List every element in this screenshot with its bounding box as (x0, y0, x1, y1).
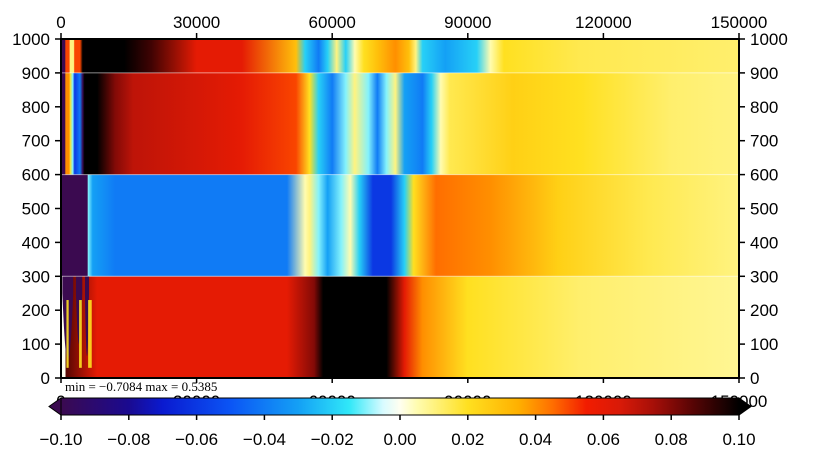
heatmap-layer-1 (61, 174, 739, 277)
colorbar-tick-label: −0.10 (39, 430, 82, 449)
heatmap-plot-area (61, 39, 739, 378)
y-tick-label-right: 700 (750, 132, 778, 151)
y-tick-label-right: 0 (750, 369, 759, 388)
x-tick-label: 90000 (444, 13, 491, 32)
x-tick-label: 120000 (575, 13, 632, 32)
y-tick-label-right: 800 (750, 98, 778, 117)
y-tick-label-left: 700 (22, 132, 50, 151)
colorbar-tick-label: 0.00 (383, 430, 416, 449)
bottom-layer-edge-fill (61, 276, 66, 378)
y-tick-label-right: 900 (750, 64, 778, 83)
x-tick-label: 30000 (173, 13, 220, 32)
colorbar-tick-label: −0.04 (243, 430, 286, 449)
bottom-layer-strip-1 (79, 300, 82, 368)
y-axis-left: 0 100 200 300 400 500 600 700 800 900 1000 (12, 30, 61, 388)
heatmap-layer-2 (61, 72, 739, 175)
heatmap-layer-3 (61, 39, 739, 73)
y-tick-label-left: 100 (22, 335, 50, 354)
colorbar-bar (60, 397, 740, 416)
bottom-layer-spike-2 (84, 276, 90, 356)
colorbar-tick-label: 0.04 (519, 430, 552, 449)
y-tick-label-right: 300 (750, 267, 778, 286)
bottom-layer-strip-0 (66, 300, 69, 368)
bottom-layer-strip-2 (88, 300, 92, 368)
colorbar-tick-label: 0.10 (722, 430, 755, 449)
y-tick-label-left: 800 (22, 98, 50, 117)
x-tick-label: 60000 (309, 13, 356, 32)
y-tick-label-left: 200 (22, 301, 50, 320)
y-tick-label-left: 0 (41, 369, 50, 388)
heatmap-layer-0 (61, 276, 739, 378)
y-axis-right: 0 100 200 300 400 500 600 700 800 900 1000 (739, 30, 788, 388)
y-tick-label-left: 500 (22, 200, 50, 219)
x-axis-top: 0 30000 60000 90000 120000 150000 (56, 13, 767, 39)
x-tick-label: 150000 (711, 13, 768, 32)
colorbar-tick-label: −0.08 (107, 430, 150, 449)
x-tick-label: 0 (56, 13, 65, 32)
y-tick-label-right: 500 (750, 200, 778, 219)
colorbar-low-arrow (48, 397, 62, 416)
colorbar-tick-label: 0.08 (655, 430, 688, 449)
colorbar-tick-label: 0.02 (451, 430, 484, 449)
colorbar-high-arrow (738, 397, 752, 416)
y-tick-label-left: 300 (22, 267, 50, 286)
colorbar-tick-label: 0.06 (587, 430, 620, 449)
y-tick-label-left: 400 (22, 233, 50, 252)
colorbar: −0.10 −0.08 −0.06 −0.04 −0.02 0.00 0.02 0.04 0.0… (39, 397, 756, 449)
colorbar-tick-label: −0.06 (175, 430, 218, 449)
y-tick-label-left: 900 (22, 64, 50, 83)
y-tick-label-left: 1000 (12, 30, 50, 49)
y-tick-label-right: 200 (750, 301, 778, 320)
min-max-label: min = −0.7084 max = 0.5385 (65, 379, 217, 394)
heatmap-overlay (61, 72, 739, 378)
y-tick-label-left: 600 (22, 166, 50, 185)
colorbar-tick-label: −0.02 (311, 430, 354, 449)
y-tick-label-right: 1000 (750, 30, 788, 49)
y-tick-label-right: 600 (750, 166, 778, 185)
y-tick-label-right: 100 (750, 335, 778, 354)
y-tick-label-right: 400 (750, 233, 778, 252)
